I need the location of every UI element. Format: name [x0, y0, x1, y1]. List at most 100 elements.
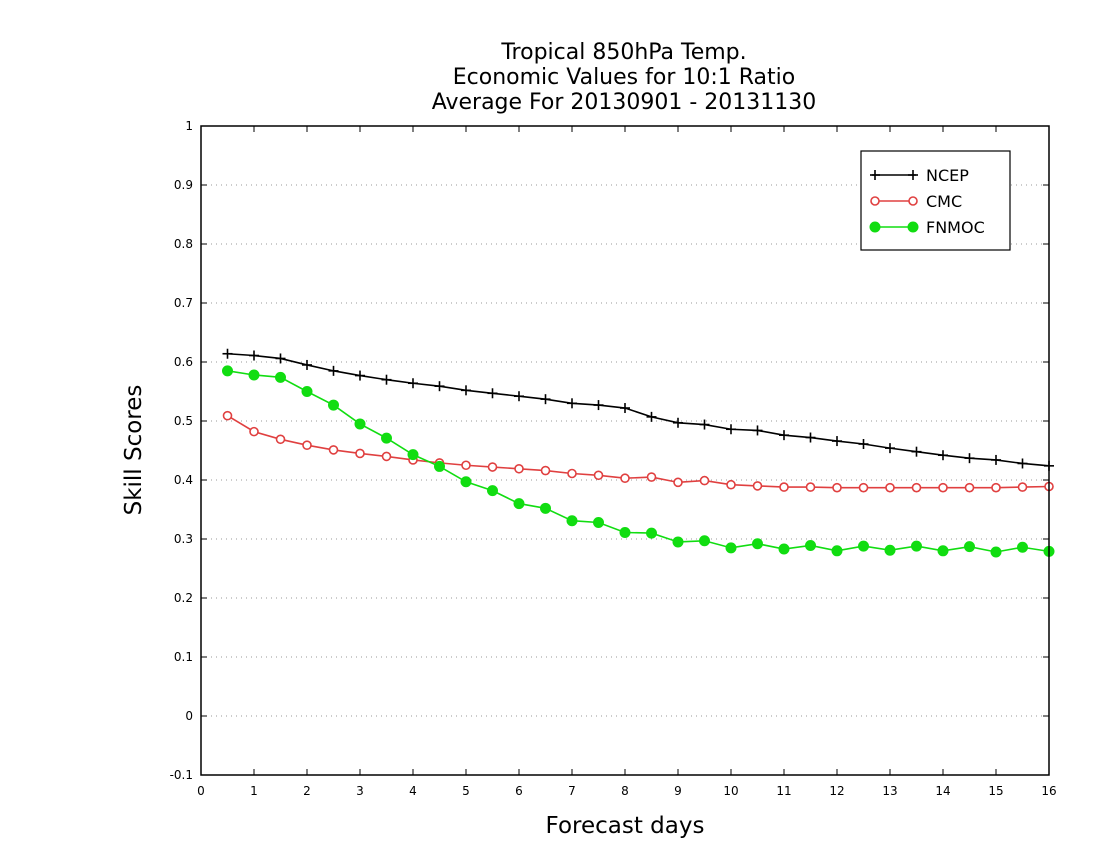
data-point-ncep — [487, 388, 498, 399]
data-point-ncep — [275, 353, 286, 364]
data-point-ncep — [381, 374, 392, 385]
data-point-fnmoc — [725, 542, 737, 554]
data-point-ncep — [752, 425, 763, 436]
data-point-ncep — [832, 436, 842, 447]
gridlines — [201, 184, 1049, 717]
legend-marker-ncep — [908, 170, 918, 180]
series-line-cmc — [227, 415, 1050, 489]
y-tick-label: 0.4 — [174, 473, 193, 487]
x-axis-ticks: 0 1 2 3 4 5 6 7 8 9 10 11 12 13 14 15 16 — [197, 126, 1057, 798]
y-axis-ticks: -0.1 0 0.1 0.2 0.3 0.4 0.5 0.6 0.7 0.8 0.9 1 — [170, 119, 1049, 782]
data-point-cmc — [752, 481, 763, 491]
data-point-ncep — [514, 391, 524, 402]
x-tick-label: 6 — [515, 784, 523, 798]
x-tick-label: 2 — [303, 784, 311, 798]
x-tick-label: 11 — [776, 784, 791, 798]
data-point-fnmoc — [248, 369, 260, 381]
data-point-ncep — [673, 417, 683, 428]
x-tick-label: 10 — [723, 784, 738, 798]
y-tick-label: -0.1 — [170, 768, 193, 782]
data-point-fnmoc — [540, 502, 551, 514]
data-point-fnmoc — [937, 545, 949, 557]
data-point-cmc — [726, 479, 736, 490]
data-point-ncep — [938, 450, 948, 461]
legend-label-fnmoc: FNMOC — [926, 218, 985, 237]
y-tick-label: 0 — [185, 709, 193, 723]
data-point-fnmoc — [407, 449, 419, 461]
y-tick-label: 0.9 — [174, 178, 193, 192]
data-point-fnmoc — [911, 540, 922, 552]
data-point-ncep — [328, 365, 339, 376]
y-tick-label: 0.7 — [174, 296, 193, 310]
series-line-ncep — [227, 352, 1050, 467]
data-point-ncep — [302, 359, 312, 370]
y-tick-label: 0.1 — [174, 650, 193, 664]
data-point-cmc — [487, 462, 498, 472]
data-point-ncep — [540, 394, 551, 405]
legend-marker-ncep — [870, 170, 880, 180]
data-point-ncep — [593, 400, 604, 411]
data-point-ncep — [699, 419, 710, 430]
data-point-fnmoc — [566, 515, 578, 527]
data-point-ncep — [646, 411, 657, 422]
data-point-ncep — [1017, 458, 1028, 469]
chart-title-line-2: Economic Values for 10:1 Ratio — [453, 65, 795, 90]
data-point-cmc — [461, 460, 471, 471]
data-point-ncep — [726, 424, 736, 435]
data-point-fnmoc — [805, 539, 816, 551]
data-point-fnmoc — [434, 460, 445, 472]
x-tick-label: 5 — [462, 784, 470, 798]
data-point-cmc — [355, 448, 365, 459]
y-tick-label: 0.3 — [174, 532, 193, 546]
data-point-ncep — [434, 381, 445, 392]
data-point-fnmoc — [964, 541, 975, 553]
data-point-ncep — [249, 350, 259, 361]
data-point-cmc — [1017, 482, 1028, 492]
data-point-fnmoc — [381, 432, 392, 444]
x-tick-label: 1 — [250, 784, 258, 798]
data-point-ncep — [779, 430, 789, 441]
x-tick-label: 13 — [882, 784, 897, 798]
data-point-ncep — [805, 432, 816, 443]
data-point-fnmoc — [646, 527, 657, 539]
data-point-cmc — [328, 445, 339, 455]
y-tick-label: 0.2 — [174, 591, 193, 605]
legend-marker-cmc — [870, 196, 880, 206]
data-point-cmc — [620, 473, 630, 484]
data-point-ncep — [858, 439, 869, 450]
series-lines — [222, 348, 1055, 558]
data-point-fnmoc — [513, 498, 525, 510]
data-point-fnmoc — [990, 546, 1002, 558]
data-point-ncep — [567, 398, 577, 409]
x-tick-label: 16 — [1041, 784, 1056, 798]
data-point-cmc — [222, 410, 233, 421]
data-point-cmc — [673, 477, 683, 488]
legend-marker-fnmoc — [907, 221, 919, 233]
data-point-cmc — [699, 475, 710, 486]
data-point-cmc — [832, 482, 842, 493]
chart-title: Tropical 850hPa Temp. Economic Values fo… — [432, 40, 817, 115]
y-tick-label: 1 — [185, 119, 193, 133]
data-point-fnmoc — [778, 543, 790, 555]
x-tick-label: 4 — [409, 784, 417, 798]
legend-label-cmc: CMC — [926, 192, 962, 211]
data-point-fnmoc — [699, 535, 710, 547]
legend-label-ncep: NCEP — [926, 166, 969, 185]
data-point-ncep — [461, 385, 471, 396]
data-point-fnmoc — [460, 476, 472, 488]
y-tick-label: 0.5 — [174, 414, 193, 428]
data-point-ncep — [885, 443, 895, 454]
data-point-cmc — [885, 482, 895, 493]
data-point-ncep — [964, 453, 975, 464]
y-tick-label: 0.8 — [174, 237, 193, 251]
plot-frame — [200, 125, 1050, 776]
data-point-cmc — [911, 482, 922, 493]
data-point-cmc — [249, 426, 259, 437]
data-point-fnmoc — [858, 540, 869, 552]
data-point-fnmoc — [593, 516, 604, 528]
data-point-cmc — [593, 470, 604, 481]
x-tick-label: 3 — [356, 784, 364, 798]
x-axis-label: Forecast days — [546, 813, 705, 839]
data-point-fnmoc — [884, 544, 896, 556]
data-point-ncep — [222, 348, 233, 359]
